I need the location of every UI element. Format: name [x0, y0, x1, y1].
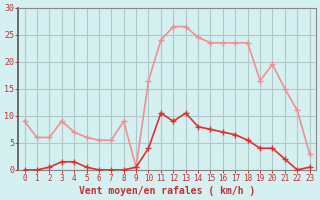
X-axis label: Vent moyen/en rafales ( km/h ): Vent moyen/en rafales ( km/h ) [79, 186, 255, 196]
